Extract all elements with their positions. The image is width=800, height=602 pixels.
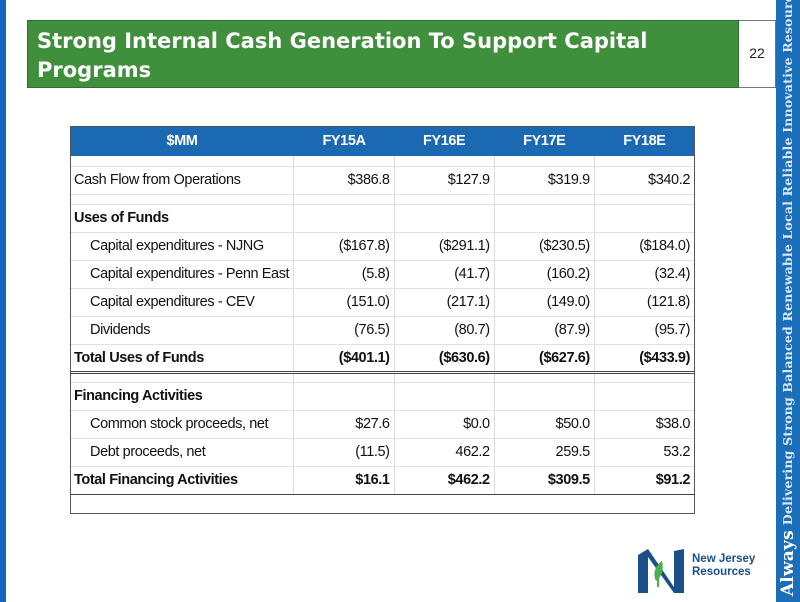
right-tagline-bar	[776, 0, 800, 602]
cell-value: $27.6	[293, 410, 395, 439]
tagline: Always Delivering Strong Balanced Renewa…	[776, 0, 800, 602]
cell-value: $38.0	[594, 410, 696, 439]
section-header-uses: Uses of Funds	[70, 204, 696, 233]
cell-value: $16.1	[293, 466, 395, 495]
section-label: Uses of Funds	[70, 204, 295, 233]
cash-flow-table: $MM FY15A FY16E FY17E FY18E Cash Flow fr…	[70, 126, 696, 495]
spacer-row	[70, 156, 695, 167]
header-cell: FY18E	[594, 126, 695, 156]
logo-text: New Jersey Resources	[692, 553, 755, 579]
table-row: Capital expenditures - CEV (151.0) (217.…	[70, 288, 696, 317]
cell-value: (149.0)	[494, 288, 595, 317]
logo-line-2: Resources	[692, 566, 751, 578]
row-label: Total Financing Activities	[70, 466, 295, 495]
table-row: Debt proceeds, net (11.5) 462.2 259.5 53…	[70, 438, 696, 467]
row-label: Debt proceeds, net	[70, 438, 295, 467]
cell-value: ($627.6)	[494, 344, 595, 374]
row-label: Dividends	[70, 316, 295, 345]
cell-value: (41.7)	[394, 260, 495, 289]
cell-value: 53.2	[594, 438, 696, 467]
table-row-total-financing: Total Financing Activities $16.1 $462.2 …	[70, 466, 696, 495]
table-header-row: $MM FY15A FY16E FY17E FY18E	[70, 126, 695, 156]
cell-value: $91.2	[594, 466, 696, 495]
section-label: Financing Activities	[70, 382, 295, 411]
table-row: Capital expenditures - NJNG ($167.8) ($2…	[70, 232, 696, 261]
company-logo: New Jersey Resources	[634, 547, 764, 597]
cell-value: ($433.9)	[594, 344, 696, 374]
cell-value: $340.2	[594, 166, 696, 195]
slide-title: Strong Internal Cash Generation To Suppo…	[37, 29, 648, 82]
header-cell: FY17E	[494, 126, 595, 156]
left-accent-bar	[0, 0, 6, 602]
row-label: Common stock proceeds, net	[70, 410, 295, 439]
cell-value: (121.8)	[594, 288, 696, 317]
row-label: Cash Flow from Operations	[70, 166, 295, 195]
row-label: Capital expenditures - NJNG	[70, 232, 295, 261]
row-label: Total Uses of Funds	[70, 344, 295, 374]
cell-value: ($630.6)	[394, 344, 495, 374]
table-row: Dividends (76.5) (80.7) (87.9) (95.7)	[70, 316, 696, 345]
table-row-total-uses: Total Uses of Funds ($401.1) ($630.6) ($…	[70, 344, 696, 374]
nj-resources-logo-icon	[638, 549, 684, 593]
cell-value: ($230.5)	[494, 232, 595, 261]
cell-value: $386.8	[293, 166, 395, 195]
cell-value: $0.0	[394, 410, 495, 439]
cell-value: ($401.1)	[293, 344, 395, 374]
cell-value: (87.9)	[494, 316, 595, 345]
cell-value: $462.2	[394, 466, 495, 495]
cell-value: (151.0)	[293, 288, 395, 317]
table-row-cash-flow-ops: Cash Flow from Operations $386.8 $127.9 …	[70, 166, 696, 195]
header-cell: FY15A	[293, 126, 395, 156]
cell-value: (95.7)	[594, 316, 696, 345]
cell-value: 462.2	[394, 438, 495, 467]
tagline-lead: Always	[778, 530, 798, 596]
header-cell: $MM	[70, 126, 294, 156]
section-header-financing: Financing Activities	[70, 382, 696, 411]
row-label: Capital expenditures - Penn East	[70, 260, 295, 289]
row-label: Capital expenditures - CEV	[70, 288, 295, 317]
tagline-text: Delivering Strong Balanced Renewable Loc…	[780, 0, 795, 526]
cell-value: (217.1)	[394, 288, 495, 317]
cell-value: (11.5)	[293, 438, 395, 467]
cell-value: $309.5	[494, 466, 595, 495]
title-banner: Strong Internal Cash Generation To Suppo…	[27, 20, 739, 88]
cell-value: (32.4)	[594, 260, 696, 289]
cell-value: $50.0	[494, 410, 595, 439]
spacer-row	[70, 372, 695, 383]
cell-value: (76.5)	[293, 316, 395, 345]
table-row: Common stock proceeds, net $27.6 $0.0 $5…	[70, 410, 696, 439]
cell-value: 259.5	[494, 438, 595, 467]
cell-value: ($291.1)	[394, 232, 495, 261]
spacer-row	[70, 194, 695, 205]
header-cell: FY16E	[394, 126, 495, 156]
table-row: Capital expenditures - Penn East (5.8) (…	[70, 260, 696, 289]
cell-value: (5.8)	[293, 260, 395, 289]
cell-value: $127.9	[394, 166, 495, 195]
cell-value: $319.9	[494, 166, 595, 195]
logo-line-1: New Jersey	[692, 553, 756, 565]
cell-value: ($184.0)	[594, 232, 696, 261]
cell-value: (160.2)	[494, 260, 595, 289]
cell-value: (80.7)	[394, 316, 495, 345]
cell-value: ($167.8)	[293, 232, 395, 261]
page-number: 22	[749, 45, 765, 61]
page-number-box: 22	[739, 20, 776, 88]
